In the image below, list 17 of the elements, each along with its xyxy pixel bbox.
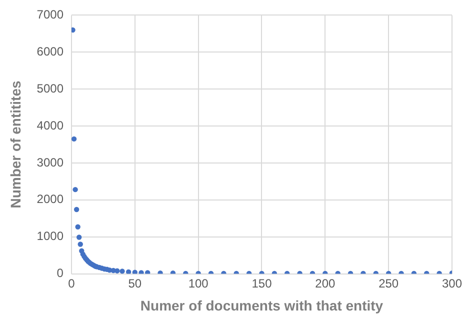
y-tick-label: 7000 [36,8,64,22]
y-tick-label: 3000 [36,155,64,170]
x-tick-label: 100 [188,276,209,290]
y-tick-label: 6000 [36,44,64,58]
y-axis-title: Number of entitites [7,80,24,208]
x-tick-label: 0 [68,276,76,290]
y-tick-label: 5000 [36,81,64,96]
x-tick-label: 300 [442,276,462,290]
y-tick-label: 4000 [36,118,64,132]
y-tick-label: 2000 [36,192,64,206]
x-tick-label: 150 [252,276,272,290]
y-tick-label: 0 [56,266,64,280]
x-axis-title: Numer of documents with that entity [140,297,384,314]
x-tick-label: 250 [378,276,399,290]
x-tick-label: 200 [315,276,336,290]
x-tick-label: 50 [128,276,142,290]
y-tick-label: 1000 [36,229,64,244]
